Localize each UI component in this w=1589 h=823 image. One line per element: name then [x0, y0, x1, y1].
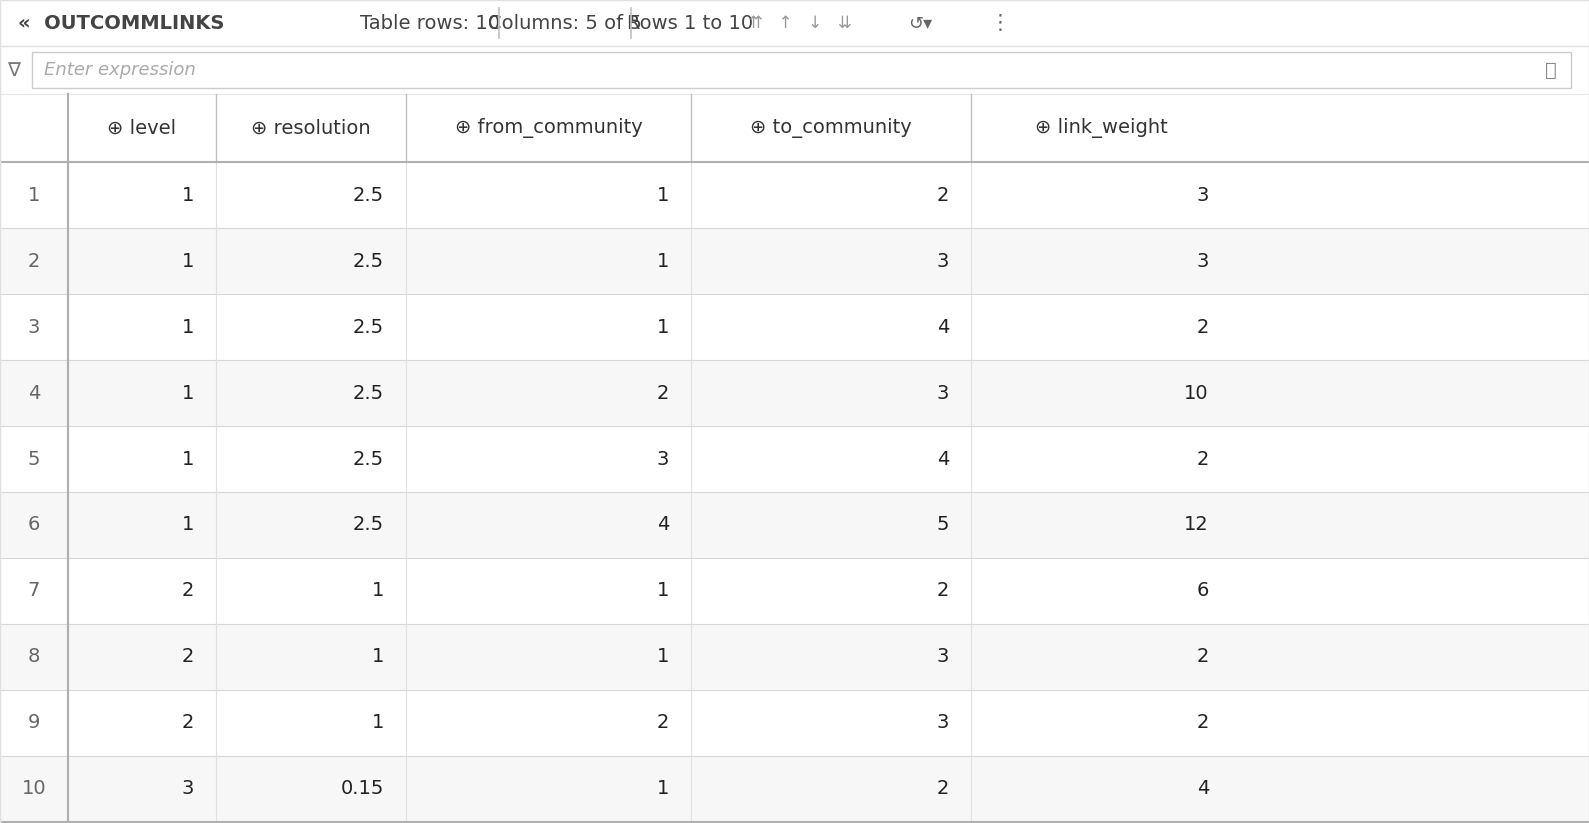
Text: 3: 3 — [1197, 185, 1209, 204]
Text: 1: 1 — [181, 185, 194, 204]
Text: ⋮: ⋮ — [990, 13, 1011, 33]
Bar — [0, 426, 1589, 492]
Text: 3: 3 — [29, 318, 40, 337]
Text: 3: 3 — [936, 714, 949, 732]
Text: 1: 1 — [656, 252, 669, 271]
Text: 2.5: 2.5 — [353, 515, 385, 534]
Text: 2: 2 — [1197, 318, 1209, 337]
Text: 3: 3 — [181, 779, 194, 798]
Text: 1: 1 — [29, 185, 40, 204]
Bar — [0, 228, 1589, 294]
Text: 1: 1 — [372, 648, 385, 667]
Text: 4: 4 — [936, 449, 949, 468]
Text: 2: 2 — [181, 714, 194, 732]
Bar — [0, 294, 1589, 360]
Text: 2.5: 2.5 — [353, 252, 385, 271]
Text: Rows 1 to 10: Rows 1 to 10 — [628, 13, 753, 32]
Text: ⊕ level: ⊕ level — [108, 119, 176, 137]
Text: 9: 9 — [29, 714, 40, 732]
Text: 3: 3 — [936, 384, 949, 402]
Text: 6: 6 — [1197, 582, 1209, 601]
Text: 7: 7 — [29, 582, 40, 601]
Text: 2: 2 — [936, 185, 949, 204]
Text: Enter expression: Enter expression — [44, 61, 195, 79]
Bar — [0, 162, 1589, 228]
Text: ⊕ link_weight: ⊕ link_weight — [1034, 118, 1168, 138]
Text: 4: 4 — [29, 384, 40, 402]
Text: 4: 4 — [656, 515, 669, 534]
Text: 2: 2 — [1197, 449, 1209, 468]
Bar — [0, 624, 1589, 690]
Text: 2: 2 — [181, 648, 194, 667]
Bar — [0, 690, 1589, 756]
Text: 10: 10 — [22, 779, 46, 798]
Text: 6: 6 — [29, 515, 40, 534]
Bar — [0, 756, 1589, 822]
Text: 2: 2 — [936, 582, 949, 601]
Text: ⊕ resolution: ⊕ resolution — [251, 119, 370, 137]
Text: ∇: ∇ — [8, 61, 21, 80]
Bar — [0, 360, 1589, 426]
Text: 3: 3 — [936, 648, 949, 667]
Text: 3: 3 — [656, 449, 669, 468]
Text: 4: 4 — [936, 318, 949, 337]
Text: 1: 1 — [656, 648, 669, 667]
Bar — [0, 558, 1589, 624]
Text: 2.5: 2.5 — [353, 384, 385, 402]
Text: 2.5: 2.5 — [353, 318, 385, 337]
Bar — [32, 52, 1572, 88]
Text: 2: 2 — [181, 582, 194, 601]
Text: 2: 2 — [29, 252, 40, 271]
Text: 2: 2 — [656, 384, 669, 402]
Text: 1: 1 — [656, 779, 669, 798]
Text: 2: 2 — [936, 779, 949, 798]
Text: 5: 5 — [27, 449, 40, 468]
Text: 1: 1 — [372, 714, 385, 732]
Text: 2: 2 — [656, 714, 669, 732]
Text: 3: 3 — [936, 252, 949, 271]
Text: ⇈   ↑   ↓   ⇊: ⇈ ↑ ↓ ⇊ — [748, 14, 852, 32]
Text: 1: 1 — [656, 185, 669, 204]
Text: ⌕: ⌕ — [1545, 61, 1557, 80]
Bar — [0, 492, 1589, 558]
Text: 5: 5 — [936, 515, 949, 534]
Text: 8: 8 — [29, 648, 40, 667]
Text: 2.5: 2.5 — [353, 449, 385, 468]
Text: 1: 1 — [181, 318, 194, 337]
Text: 2: 2 — [1197, 648, 1209, 667]
Text: «  OUTCOMMLINKS: « OUTCOMMLINKS — [17, 13, 224, 32]
Text: 2: 2 — [1197, 714, 1209, 732]
Text: ↺▾: ↺▾ — [907, 14, 933, 32]
Text: 3: 3 — [1197, 252, 1209, 271]
Text: 1: 1 — [181, 449, 194, 468]
Text: 10: 10 — [1184, 384, 1209, 402]
Text: Table rows: 10: Table rows: 10 — [361, 13, 501, 32]
Text: 12: 12 — [1184, 515, 1209, 534]
Text: ⊕ from_community: ⊕ from_community — [454, 118, 642, 138]
Text: ⊕ to_community: ⊕ to_community — [750, 118, 912, 138]
Text: Columns: 5 of 5: Columns: 5 of 5 — [488, 13, 642, 32]
Text: 0.15: 0.15 — [340, 779, 385, 798]
Text: 2.5: 2.5 — [353, 185, 385, 204]
Text: 1: 1 — [181, 384, 194, 402]
Text: 1: 1 — [656, 582, 669, 601]
Text: 1: 1 — [181, 515, 194, 534]
Text: 1: 1 — [181, 252, 194, 271]
Text: 1: 1 — [372, 582, 385, 601]
Text: 1: 1 — [656, 318, 669, 337]
Text: 4: 4 — [1197, 779, 1209, 798]
